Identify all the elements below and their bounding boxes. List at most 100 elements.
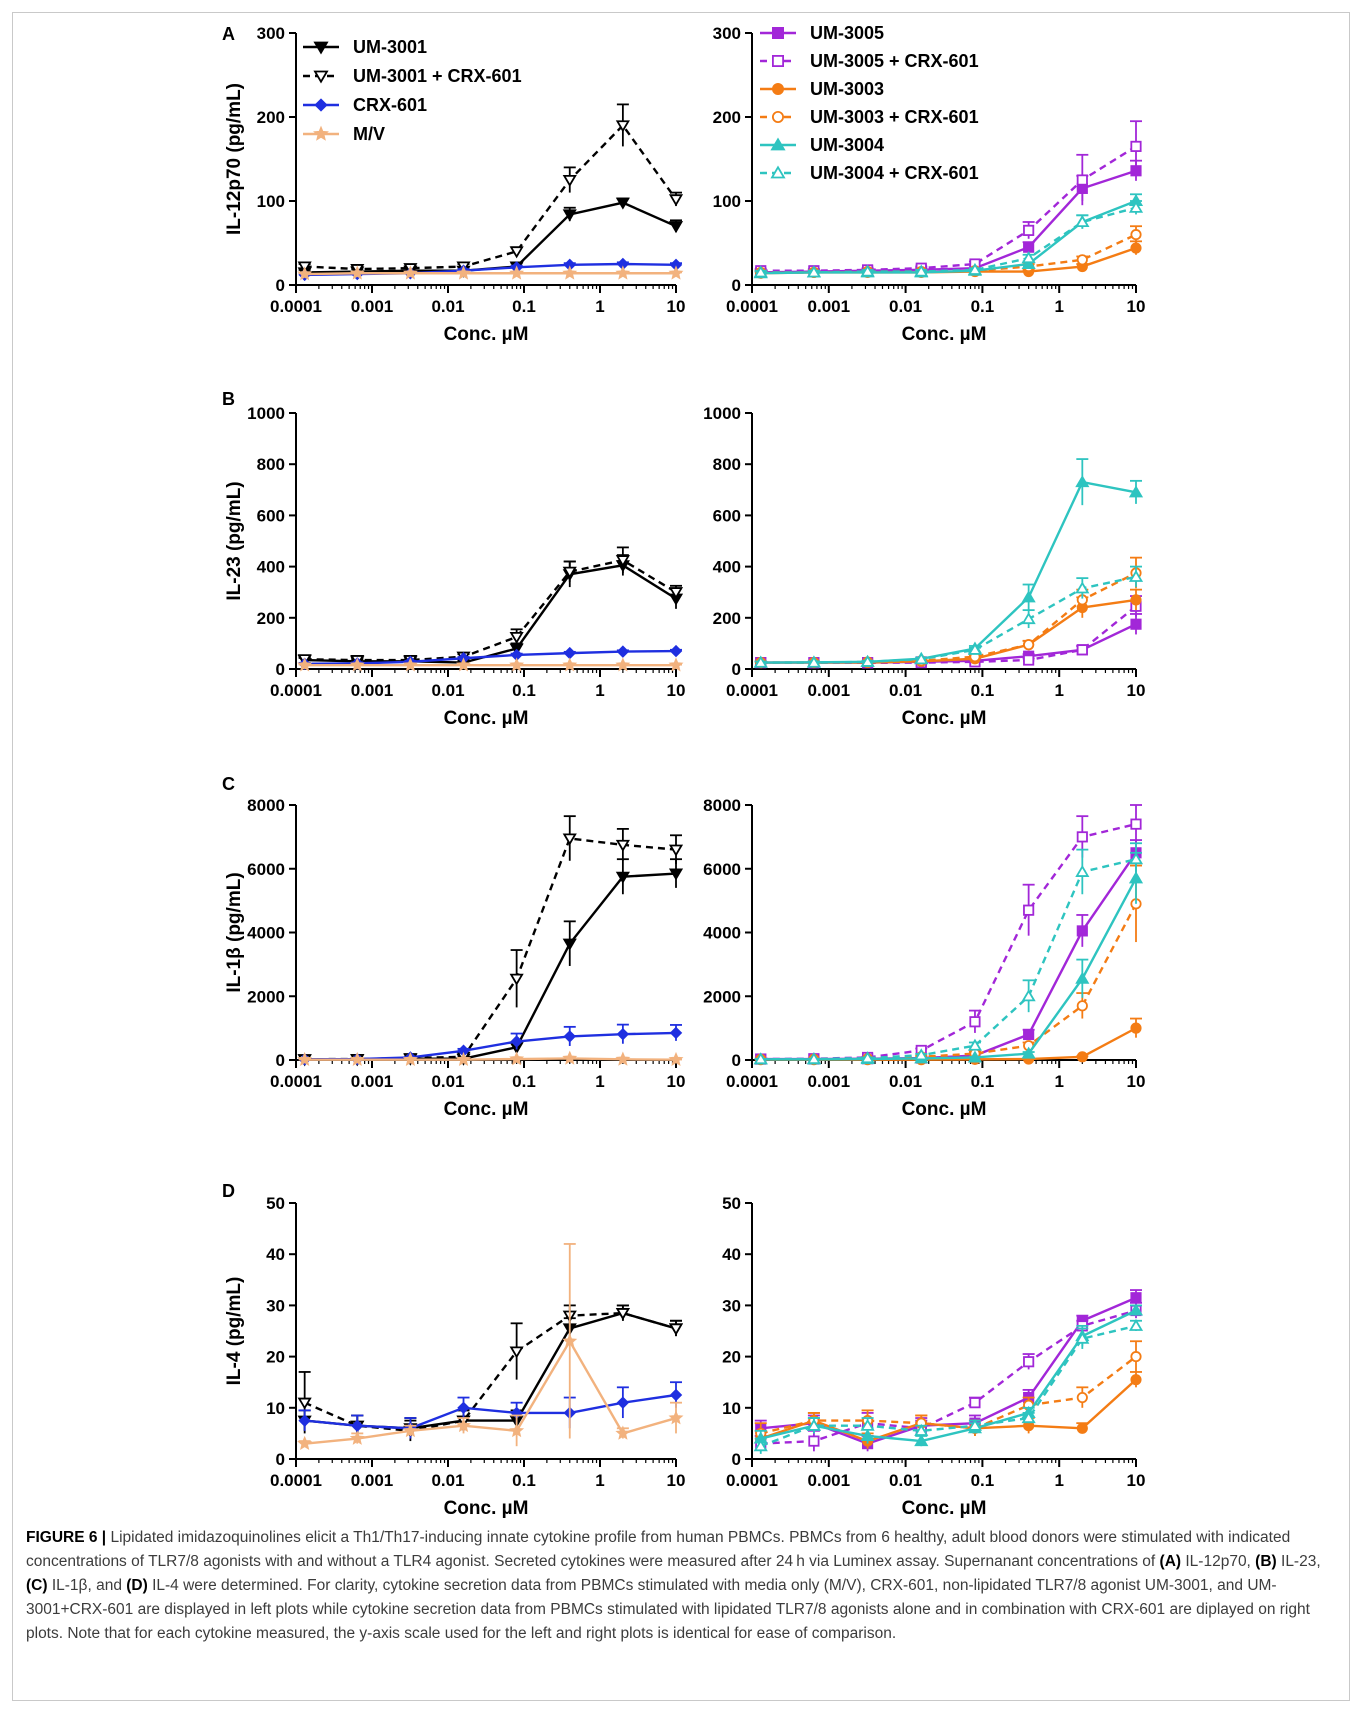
data-point <box>806 1052 821 1065</box>
data-point <box>1076 1422 1088 1434</box>
y-tick-label: 4000 <box>247 924 285 943</box>
series-line <box>760 1355 1137 1435</box>
x-tick-label: 0.1 <box>971 1072 995 1091</box>
series-m-v <box>297 657 684 672</box>
x-tick-label: 0.1 <box>512 1072 536 1091</box>
x-tick-label: 10 <box>1127 681 1146 700</box>
series-um-3004 <box>753 458 1144 668</box>
y-tick-label: 0 <box>276 1450 285 1469</box>
y-tick-label: 6000 <box>703 860 741 879</box>
series-line <box>760 480 1137 664</box>
y-tick-label: 6000 <box>247 860 285 879</box>
data-point <box>509 1422 525 1438</box>
legend-label: UM-3003 <box>810 79 884 99</box>
series-line <box>760 1309 1137 1443</box>
legend-marker <box>314 98 328 112</box>
data-point <box>616 645 630 658</box>
series-line <box>760 623 1137 664</box>
data-point <box>914 652 929 665</box>
x-tick-label: 0.1 <box>971 1471 995 1490</box>
data-point <box>562 938 577 951</box>
data-point <box>402 1051 418 1067</box>
series-m-v <box>297 265 684 281</box>
data-point <box>509 973 524 986</box>
legend-marker <box>313 70 329 84</box>
caption-segment: (D) <box>126 1577 148 1594</box>
data-point <box>1021 256 1036 270</box>
data-point <box>562 265 578 280</box>
series-um-3004-crx-601 <box>753 200 1144 278</box>
data-point <box>1130 618 1142 630</box>
legend-item: CRX-601 <box>303 95 427 115</box>
data-point <box>349 1051 365 1067</box>
data-point <box>562 1333 578 1348</box>
series-line <box>760 145 1137 272</box>
data-point <box>669 1026 683 1040</box>
data-point <box>1021 251 1036 264</box>
data-point <box>914 1048 929 1061</box>
x-tick-label: 0.001 <box>808 1471 851 1490</box>
caption-segment: IL-23, <box>1276 1553 1321 1570</box>
data-point <box>668 265 684 280</box>
series-line <box>760 877 1138 1061</box>
legend-label: UM-3004 + CRX-601 <box>810 163 979 183</box>
chart-b-right: 0 200 400 600 800 1000 0.0001 0.001 0.01 0.1 1 10 Co… <box>703 404 1145 729</box>
x-tick-label: 0.01 <box>431 1471 464 1490</box>
data-point <box>668 1323 684 1336</box>
x-axis-label: Conc. µM <box>444 708 529 729</box>
y-tick-label: 0 <box>732 660 741 679</box>
data-point <box>1076 1391 1088 1404</box>
data-point <box>615 657 631 672</box>
y-tick-label: 0 <box>276 660 285 679</box>
data-point <box>615 839 630 852</box>
y-tick-label: 600 <box>257 506 285 525</box>
data-point <box>297 266 313 281</box>
x-tick-label: 0.001 <box>808 297 851 316</box>
series-line <box>304 649 677 666</box>
data-point <box>1021 1046 1036 1059</box>
data-point <box>1075 581 1090 594</box>
x-tick-label: 0.1 <box>512 297 536 316</box>
series-um-3004-crx-601 <box>753 565 1144 668</box>
x-tick-label: 0.0001 <box>270 297 322 316</box>
data-point <box>402 265 418 280</box>
legend-label: CRX-601 <box>353 95 427 115</box>
y-tick-label: 600 <box>713 506 741 525</box>
x-tick-label: 10 <box>667 681 686 700</box>
data-point <box>1023 224 1035 236</box>
data-point <box>753 655 768 668</box>
legend-label: UM-3001 + CRX-601 <box>353 66 522 86</box>
x-tick-label: 0.001 <box>351 1072 394 1091</box>
caption-segment: (C) <box>26 1577 48 1594</box>
x-tick-label: 0.01 <box>889 1471 922 1490</box>
y-tick-label: 800 <box>257 455 285 474</box>
series-line <box>304 1311 677 1433</box>
legend-item: UM-3003 + CRX-601 <box>760 107 979 127</box>
y-tick-label: 100 <box>713 192 741 211</box>
data-point <box>351 1419 364 1432</box>
series-line <box>304 837 677 1061</box>
data-point <box>967 1038 983 1051</box>
data-point <box>860 654 875 667</box>
series-line <box>760 852 1137 1061</box>
data-point <box>456 657 471 672</box>
x-tick-label: 0.001 <box>808 1072 851 1091</box>
series-line <box>760 206 1137 274</box>
data-point <box>969 1016 981 1028</box>
series-line <box>760 858 1137 1061</box>
y-tick-label: 800 <box>713 455 741 474</box>
x-tick-label: 10 <box>1127 1072 1146 1091</box>
x-tick-label: 0.0001 <box>726 297 778 316</box>
x-tick-label: 0.01 <box>431 297 464 316</box>
data-point <box>457 1401 470 1415</box>
legend-marker <box>772 83 785 96</box>
data-point <box>509 657 525 672</box>
x-axis-label: Conc. µM <box>902 1099 987 1120</box>
data-point <box>456 1051 471 1067</box>
x-tick-label: 0.001 <box>351 297 394 316</box>
panel-letter: B <box>222 389 235 409</box>
x-tick-label: 0.0001 <box>270 681 322 700</box>
data-point <box>509 1051 525 1066</box>
data-point <box>753 1052 768 1065</box>
y-tick-label: 2000 <box>703 987 741 1006</box>
